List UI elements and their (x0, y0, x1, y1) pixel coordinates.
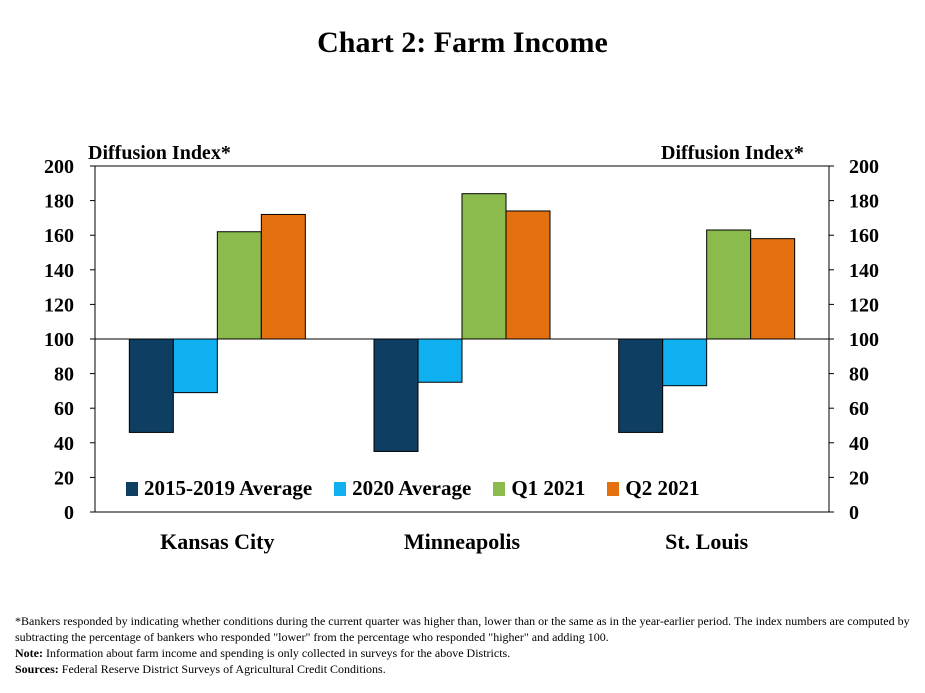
right-tick-label: 0 (849, 502, 859, 524)
bar (417, 338, 463, 383)
left-axis-title: Diffusion Index* (88, 142, 231, 164)
left-tick-label: 140 (44, 260, 74, 282)
left-tick-label: 40 (54, 433, 74, 455)
legend-swatch (334, 481, 347, 496)
sources-text: Federal Reserve District Surveys of Agri… (58, 662, 386, 676)
legend-swatch (126, 481, 138, 496)
category-label: Minneapolis (404, 529, 521, 554)
legend-item: Q2 2021 (607, 476, 700, 501)
bar (461, 193, 507, 340)
bar (373, 338, 419, 452)
legend-item: 2015-2019 Average (126, 476, 312, 501)
chart-legend: 2015-2019 Average 2020 Average Q1 2021 Q2 2… (126, 476, 700, 501)
left-tick-label: 80 (54, 364, 74, 386)
right-tick-label: 120 (849, 294, 879, 316)
legend-item: 2020 Average (334, 476, 471, 501)
right-tick-label: 100 (849, 329, 879, 351)
note-text: Information about farm income and spendi… (42, 646, 511, 660)
bar (750, 238, 796, 340)
legend-swatch (607, 481, 620, 496)
left-tick-label: 100 (44, 329, 74, 351)
bar (216, 231, 262, 340)
bar (706, 229, 752, 340)
category-label: St. Louis (665, 529, 749, 554)
category-label: Kansas City (160, 529, 274, 554)
left-tick-label: 20 (54, 467, 74, 489)
right-tick-label: 40 (849, 433, 869, 455)
right-tick-label: 20 (849, 467, 869, 489)
left-tick-label: 180 (44, 191, 74, 213)
bar (505, 210, 551, 340)
legend-item: Q1 2021 (493, 476, 585, 501)
right-tick-label: 180 (849, 191, 879, 213)
chart-title: Chart 2: Farm Income (317, 26, 608, 59)
note-line: Note: Information about farm income and … (15, 645, 915, 661)
right-tick-label: 200 (849, 156, 879, 178)
bar (172, 338, 218, 394)
legend-label: 2020 Average (352, 476, 472, 500)
left-tick-label: 200 (44, 156, 74, 178)
sources-line: Sources: Federal Reserve District Survey… (15, 661, 915, 677)
left-tick-label: 0 (64, 502, 74, 524)
right-tick-label: 160 (849, 225, 879, 247)
bar (260, 213, 306, 340)
right-axis-title: Diffusion Index* (661, 142, 804, 164)
bar (618, 338, 664, 433)
legend-swatch (493, 481, 506, 496)
legend-label: 2015-2019 Average (144, 476, 313, 500)
note-label: Note: (15, 646, 43, 660)
footnote: *Bankers responded by indicating whether… (15, 614, 910, 644)
right-tick-label: 80 (849, 364, 869, 386)
bar-chart: 0 0 20 20 40 40 60 60 80 80 100 100 120 120 140 140 160 1… (44, 156, 879, 554)
legend-label: Q1 2021 (511, 476, 586, 500)
left-tick-label: 120 (44, 294, 74, 316)
sources-label: Sources: (15, 662, 59, 676)
right-tick-label: 140 (849, 260, 879, 282)
bar (128, 338, 174, 433)
legend-label: Q2 2021 (625, 476, 700, 500)
left-tick-label: 60 (54, 398, 74, 420)
chart-notes: *Bankers responded by indicating whether… (15, 613, 915, 677)
right-tick-label: 60 (849, 398, 869, 420)
left-tick-label: 160 (44, 225, 74, 247)
bar (662, 338, 708, 387)
